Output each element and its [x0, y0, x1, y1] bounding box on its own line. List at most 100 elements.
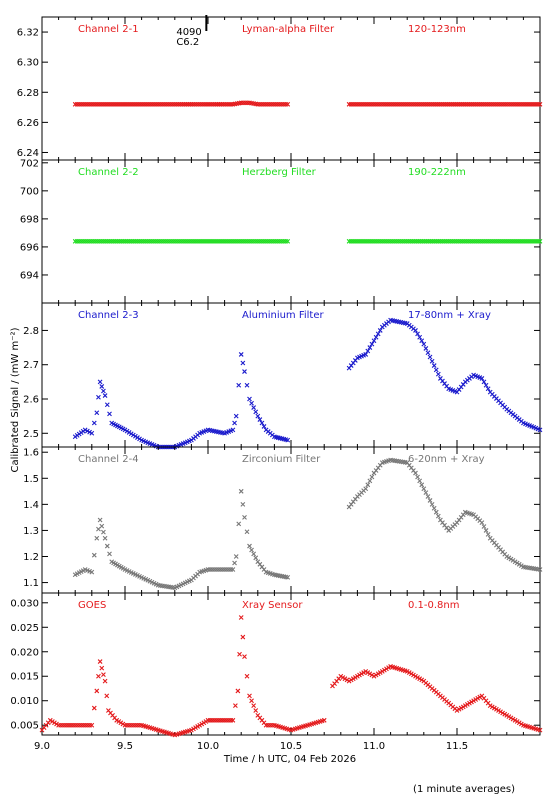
data-point — [94, 688, 100, 694]
y-tick-label: 2.8 — [23, 326, 39, 337]
panels: 6.24 6.26 6.28 6.30 6.32 Channel 2-1 Lyman-alp… — [10, 16, 543, 752]
band-label: 17-80nm + Xray — [408, 310, 491, 321]
data-point — [423, 490, 429, 496]
data-point — [253, 708, 259, 713]
y-tick-label: 6.26 — [17, 118, 39, 129]
data-point — [537, 427, 543, 433]
filter-label: Zirconium Filter — [242, 454, 321, 465]
data-point — [421, 486, 427, 492]
data-point — [433, 509, 439, 515]
data-point — [249, 400, 254, 406]
band-label: 6-20nm + Xray — [408, 454, 485, 465]
x-tick-label: 11.0 — [363, 741, 385, 752]
data-point — [99, 384, 105, 389]
data-point — [483, 528, 489, 533]
panel-5: 0.005 0.010 0.015 0.020 0.025 0.030 9.0 9.5 10.0… — [10, 592, 543, 752]
data-point — [285, 437, 291, 443]
data-point — [242, 369, 247, 374]
data-point — [99, 523, 105, 529]
data-point — [240, 501, 246, 507]
filter-label: Lyman-alpha Filter — [242, 24, 335, 35]
data-point — [91, 420, 97, 426]
x-tick-label: 10.0 — [197, 741, 219, 752]
data-point — [373, 334, 379, 340]
data-point — [233, 413, 239, 419]
filter-label: Herzberg Filter — [242, 167, 317, 178]
y-tick-label: 0.005 — [10, 721, 39, 732]
data-point — [242, 515, 247, 520]
y-tick-label: 6.32 — [17, 28, 39, 39]
y-axis-label: Calibrated Signal / (mW m⁻²) — [10, 327, 21, 472]
data-point — [369, 474, 375, 480]
data-point — [232, 560, 237, 566]
data-point — [236, 521, 242, 527]
data-point — [230, 567, 236, 572]
data-point — [94, 410, 100, 416]
data-point — [96, 673, 101, 679]
y-tick-label: 2.5 — [23, 429, 39, 440]
data-point — [238, 615, 244, 620]
panel-3: 2.5 2.6 2.7 2.8 Channel 2-3 Aluminium Filter 1… — [23, 302, 543, 450]
data-point — [257, 417, 263, 422]
data-point — [421, 341, 427, 347]
y-tick-label: 1.5 — [23, 474, 39, 485]
data-point — [104, 402, 110, 408]
data-point — [97, 517, 103, 523]
data-point — [230, 717, 236, 723]
filter-label: Xray Sensor — [242, 600, 303, 611]
data-point — [97, 659, 103, 664]
data-point — [417, 334, 423, 340]
panel-frame — [41, 446, 541, 594]
y-tick-label: 0.030 — [10, 598, 39, 609]
y-tick-label: 696 — [20, 242, 39, 253]
y-tick-label: 1.4 — [23, 500, 39, 511]
flare-count: 4090 — [176, 27, 201, 38]
data-point — [89, 722, 95, 728]
data-point — [101, 672, 106, 677]
x-tick-label: 9.5 — [117, 741, 133, 752]
data-point — [236, 382, 242, 388]
y-tick-label: 0.015 — [10, 672, 39, 683]
data-point — [481, 524, 487, 529]
data-point — [249, 547, 254, 553]
data-point — [247, 693, 252, 699]
data-point — [423, 346, 429, 351]
band-label: 0.1-0.8nm — [408, 600, 460, 611]
data-point — [419, 482, 425, 488]
data-point — [230, 427, 236, 433]
data-point — [427, 498, 433, 503]
data-point — [413, 328, 418, 333]
data-point — [101, 529, 106, 535]
data-point — [237, 651, 242, 657]
data-point — [238, 488, 244, 494]
data-point — [415, 331, 420, 337]
panel-frame — [41, 159, 541, 304]
data-point — [102, 678, 108, 684]
data-point — [365, 482, 371, 488]
data-point — [537, 727, 543, 733]
x-tick-label: 9.0 — [34, 741, 50, 752]
data-point — [363, 486, 369, 492]
data-point — [261, 424, 267, 429]
data-point — [417, 478, 423, 484]
data-point — [419, 338, 425, 344]
channel-label: GOES — [78, 600, 106, 611]
data-point — [107, 411, 112, 417]
data-point — [233, 703, 238, 709]
data-point — [244, 382, 250, 388]
y-tick-label: 6.24 — [17, 148, 39, 159]
flare-class: C6.2 — [176, 37, 199, 48]
data-point — [240, 360, 246, 366]
data-point — [251, 551, 257, 557]
data-point — [89, 569, 95, 575]
data-point — [425, 494, 431, 499]
band-label: 190-222nm — [408, 167, 466, 178]
data-point — [427, 354, 433, 360]
data-point — [481, 379, 487, 385]
data-point — [104, 693, 110, 699]
data-point — [251, 405, 257, 410]
data-point — [537, 567, 543, 572]
y-tick-label: 2.7 — [23, 360, 39, 371]
filter-label: Aluminium Filter — [242, 310, 325, 321]
